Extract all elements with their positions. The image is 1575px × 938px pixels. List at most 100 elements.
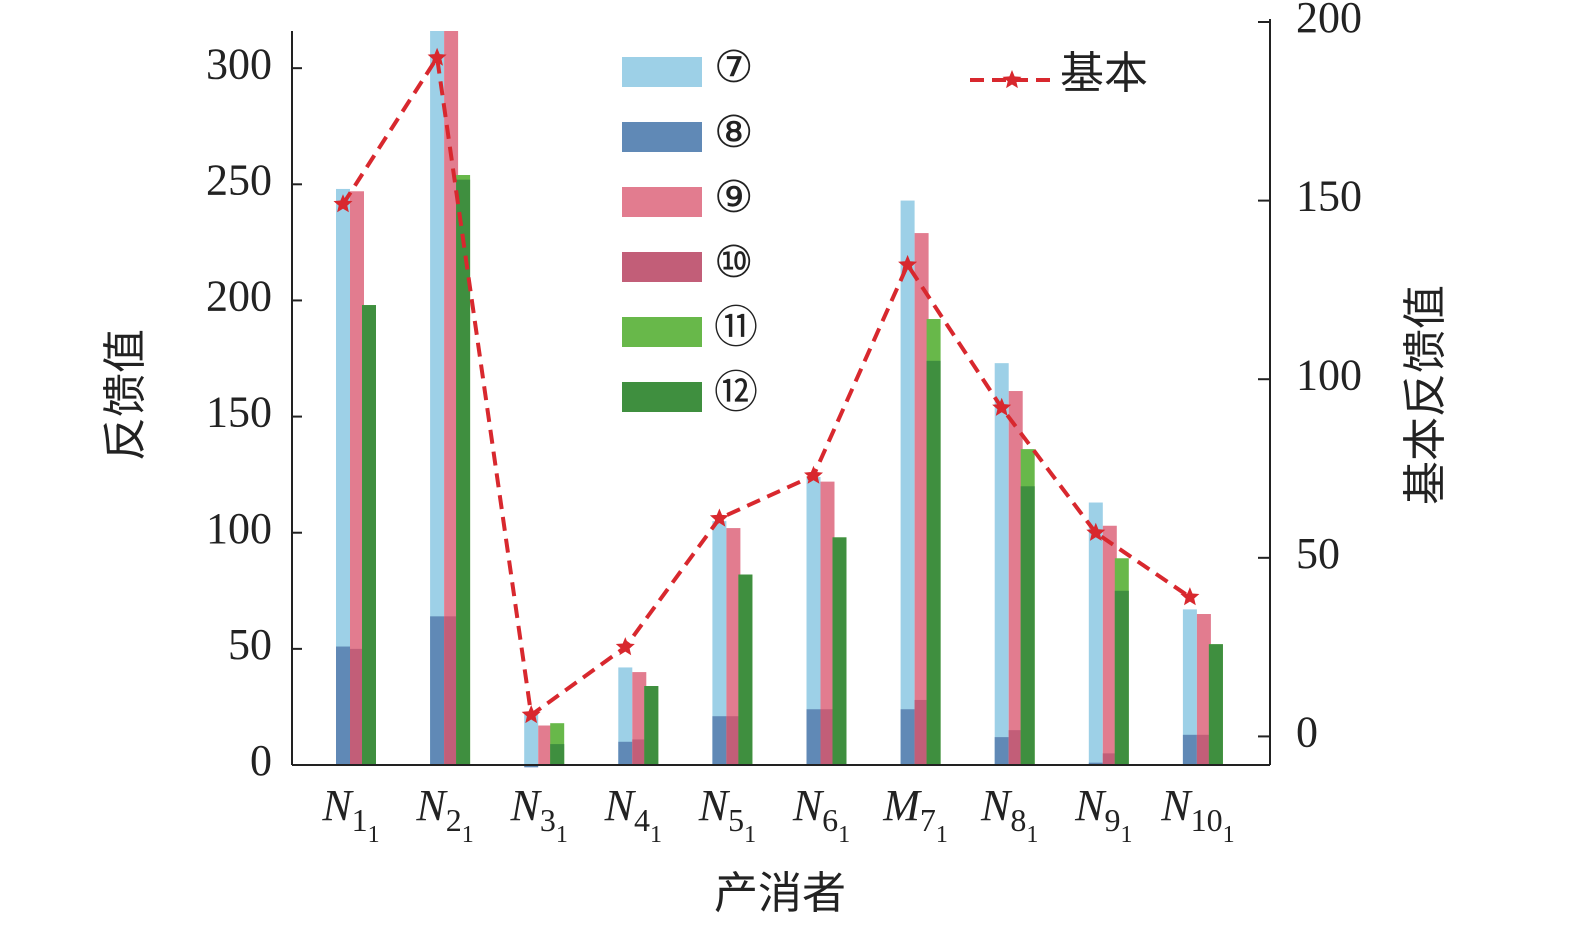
category-letter: N bbox=[604, 781, 637, 830]
legend-label: ⑫ bbox=[714, 368, 758, 417]
x-tick-label: N91 bbox=[1074, 781, 1132, 847]
x-tick-label: N51 bbox=[698, 781, 756, 847]
x-tick-label: N21 bbox=[415, 781, 473, 847]
category-letter: N bbox=[980, 781, 1013, 830]
bar bbox=[1020, 486, 1035, 765]
bar bbox=[832, 537, 847, 765]
x-tick-label: M71 bbox=[882, 781, 948, 847]
bar bbox=[1088, 762, 1103, 765]
x-tick-label: N11 bbox=[321, 781, 379, 847]
y2-tick-label: 50 bbox=[1296, 529, 1340, 578]
category-sub: 6 bbox=[822, 802, 838, 838]
bar bbox=[1182, 609, 1197, 765]
line-marker bbox=[709, 508, 729, 527]
bar bbox=[738, 574, 753, 765]
bar bbox=[712, 521, 727, 765]
y-tick-label: 300 bbox=[206, 39, 272, 88]
line-marker bbox=[992, 397, 1012, 416]
legend-label: ⑨ bbox=[714, 173, 753, 222]
line-marker bbox=[427, 47, 447, 66]
y2-tick-label: 100 bbox=[1296, 350, 1362, 399]
category-letter: M bbox=[882, 781, 922, 830]
bar bbox=[900, 709, 915, 765]
bar bbox=[362, 305, 376, 765]
line-marker bbox=[1086, 522, 1106, 541]
bar bbox=[914, 699, 929, 765]
x-tick-label: N41 bbox=[604, 781, 662, 847]
bar bbox=[524, 765, 539, 768]
legend-label: 基本 bbox=[1060, 49, 1148, 98]
y2-axis-title: 基本反馈值 bbox=[1401, 285, 1450, 505]
x-tick-label: N61 bbox=[792, 781, 850, 847]
bar bbox=[994, 737, 1009, 765]
bar bbox=[726, 716, 741, 765]
line-marker bbox=[804, 465, 823, 484]
bar bbox=[1102, 525, 1117, 765]
line-marker bbox=[521, 705, 541, 724]
bar bbox=[430, 31, 445, 765]
legend-marker bbox=[1002, 70, 1022, 89]
bars bbox=[336, 31, 1223, 768]
y-tick-label: 200 bbox=[206, 272, 272, 321]
category-letter: N bbox=[1074, 781, 1107, 830]
category-letter: N bbox=[1160, 781, 1193, 830]
bar bbox=[1008, 730, 1023, 765]
bar bbox=[1196, 734, 1211, 765]
category-subsub: 1 bbox=[936, 822, 948, 848]
bar bbox=[806, 709, 821, 765]
bar bbox=[900, 200, 915, 765]
y2-tick-label: 200 bbox=[1296, 0, 1362, 42]
category-subsub: 1 bbox=[368, 822, 380, 848]
bar bbox=[618, 741, 633, 765]
legend-swatch bbox=[622, 187, 702, 217]
bar bbox=[350, 648, 364, 765]
bar bbox=[994, 363, 1009, 765]
bar bbox=[336, 188, 350, 766]
bar bbox=[618, 667, 633, 765]
bar bbox=[1182, 734, 1197, 765]
line-marker bbox=[333, 194, 353, 213]
legend-label: ⑧ bbox=[714, 108, 753, 157]
category-subsub: 1 bbox=[556, 822, 568, 848]
category-subsub: 1 bbox=[838, 822, 850, 848]
bar bbox=[1208, 644, 1223, 765]
bar bbox=[336, 646, 350, 765]
bar bbox=[820, 709, 835, 765]
bar bbox=[820, 481, 835, 765]
category-letter: N bbox=[792, 781, 825, 830]
legend-swatch bbox=[622, 252, 702, 282]
bar bbox=[644, 686, 659, 765]
y-axis-title: 反馈值 bbox=[101, 329, 150, 461]
bar bbox=[926, 360, 941, 765]
category-letter: N bbox=[415, 781, 448, 830]
category-sub: 2 bbox=[446, 802, 462, 838]
category-letter: N bbox=[510, 781, 543, 830]
legend-label: ⑦ bbox=[714, 43, 753, 92]
bar bbox=[1196, 614, 1211, 765]
bar bbox=[444, 616, 459, 765]
bar bbox=[712, 716, 727, 765]
bar bbox=[350, 191, 364, 765]
x-tick-label: N101 bbox=[1160, 781, 1234, 847]
line-marker bbox=[898, 254, 918, 273]
bar bbox=[1088, 502, 1103, 765]
category-subsub: 1 bbox=[1223, 822, 1235, 848]
bar bbox=[456, 179, 471, 766]
y2-tick-label: 0 bbox=[1296, 708, 1318, 757]
bar bbox=[430, 616, 445, 765]
legend-label: ⑩ bbox=[714, 238, 753, 287]
category-letter: N bbox=[321, 781, 354, 830]
category-sub: 1 bbox=[352, 802, 368, 838]
y-tick-label: 0 bbox=[250, 736, 272, 785]
category-subsub: 1 bbox=[1120, 822, 1132, 848]
category-sub: 9 bbox=[1104, 802, 1120, 838]
x-tick-label: N81 bbox=[980, 781, 1038, 847]
category-sub: 4 bbox=[634, 802, 650, 838]
y2-tick-label: 150 bbox=[1296, 172, 1362, 221]
category-subsub: 1 bbox=[650, 822, 662, 848]
bar bbox=[914, 233, 929, 765]
line-series bbox=[341, 52, 1192, 719]
bar bbox=[726, 528, 741, 765]
bar bbox=[1102, 753, 1117, 765]
